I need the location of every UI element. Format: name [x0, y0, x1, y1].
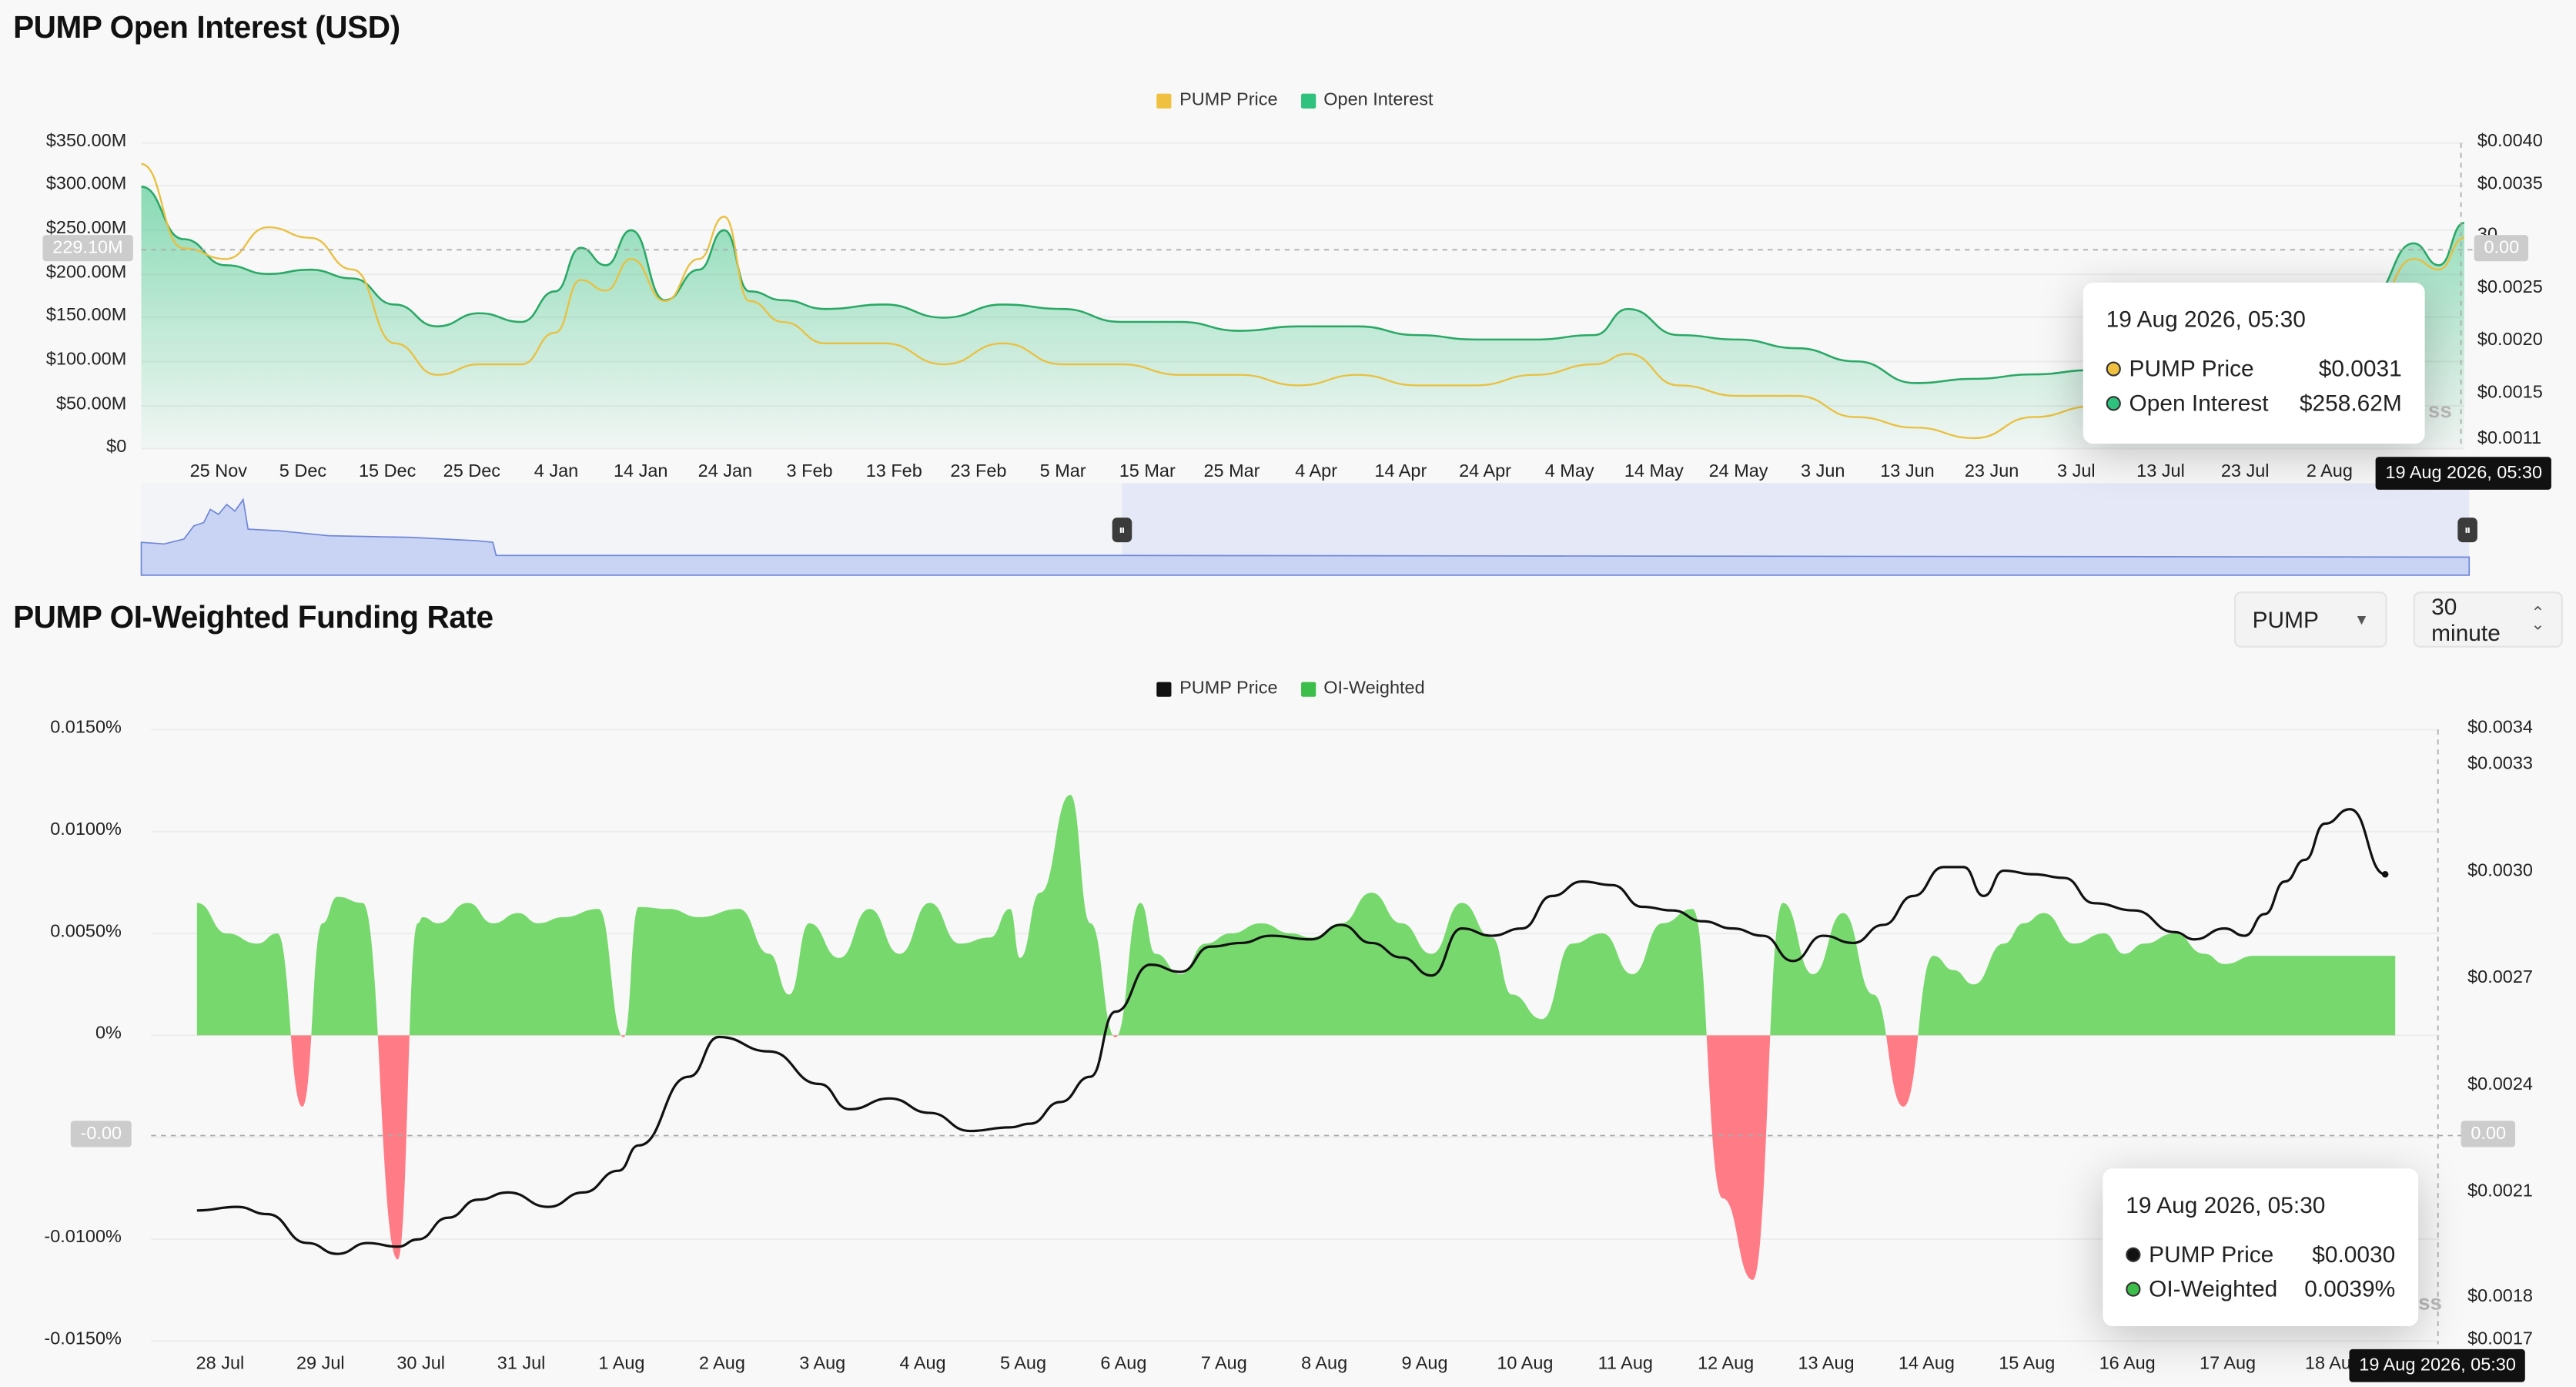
funding-watermark-fragment: ss [2418, 1290, 2442, 1315]
funding-tooltip-value-price: $0.0030 [2312, 1241, 2395, 1267]
funding-tooltip-row-oi: OI-Weighted 0.0039% [2126, 1275, 2395, 1302]
funding-negative-area [197, 795, 2395, 1280]
funding-tooltip: 19 Aug 2026, 05:30 PUMP Price $0.0030 OI-… [2103, 1168, 2418, 1326]
funding-tooltip-dot-oi [2126, 1281, 2140, 1296]
funding-tooltip-value-oi: 0.0039% [2304, 1275, 2395, 1302]
funding-crosshair-date-label: 19 Aug 2026, 05:30 [2349, 1349, 2525, 1382]
funding-price-end-dot [2382, 871, 2389, 878]
funding-crosshair-right-value: 0.00 [2461, 1121, 2516, 1147]
funding-positive-area [197, 795, 2395, 1280]
funding-tooltip-row-price: PUMP Price $0.0030 [2126, 1241, 2395, 1267]
funding-crosshair-left-value: -0.00 [71, 1121, 132, 1147]
funding-tooltip-label-price: PUMP Price [2149, 1241, 2273, 1267]
funding-tooltip-date: 19 Aug 2026, 05:30 [2126, 1191, 2395, 1218]
funding-tooltip-label-oi: OI-Weighted [2149, 1275, 2277, 1302]
funding-tooltip-dot-price [2126, 1248, 2140, 1262]
